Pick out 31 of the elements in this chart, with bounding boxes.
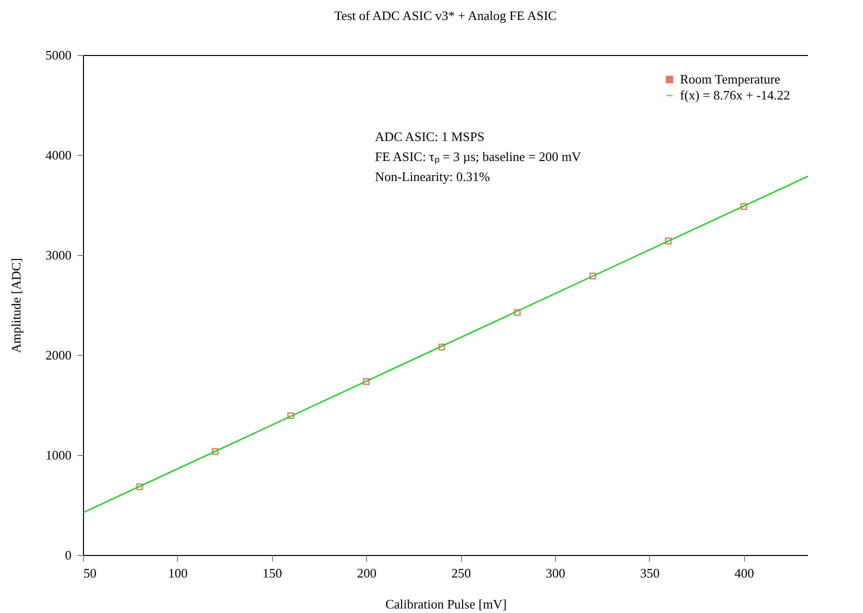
y-tick-label: 1000 <box>46 448 72 462</box>
point <box>438 344 446 350</box>
x-tick-label: 100 <box>168 566 188 580</box>
y-tick-label: 3000 <box>46 248 72 262</box>
x-axis-title: Calibration Pulse [mV] <box>385 596 507 612</box>
x-tick-label: 350 <box>640 566 660 580</box>
point <box>589 272 596 280</box>
y-tick-label: 2000 <box>46 348 72 362</box>
y-tick-label: 5000 <box>46 48 72 62</box>
x-tick-label: 200 <box>356 566 376 580</box>
annotation: Non-Linearity: 0.31% <box>375 169 490 184</box>
point <box>664 238 672 244</box>
point <box>362 378 370 385</box>
point <box>212 448 218 455</box>
y-tick-label: 0 <box>65 548 72 562</box>
point <box>740 203 748 210</box>
legend-label: f(x) = 8.76x + -14.22 <box>680 88 790 102</box>
chart-title: Test of ADC ASIC v3* + Analog FE ASIC <box>334 8 557 23</box>
x-tick-label: 250 <box>451 566 471 580</box>
annotation: ADC ASIC: 1 MSPS <box>375 129 484 144</box>
x-tick-label: 50 <box>84 566 96 580</box>
x-tick-label: 150 <box>262 566 282 580</box>
legend-label: Room Temperature <box>680 72 781 86</box>
point <box>136 483 143 490</box>
point <box>514 309 521 316</box>
x-tick-label: 400 <box>734 566 754 580</box>
x-tick-label: 300 <box>546 566 566 580</box>
y-tick-label: 4000 <box>46 148 72 162</box>
y-axis-title: Amplitude [ADC] <box>8 258 24 353</box>
point <box>287 412 294 420</box>
annotation: FE ASIC: τₚ = 3 µs; baseline = 200 mV <box>375 149 582 165</box>
